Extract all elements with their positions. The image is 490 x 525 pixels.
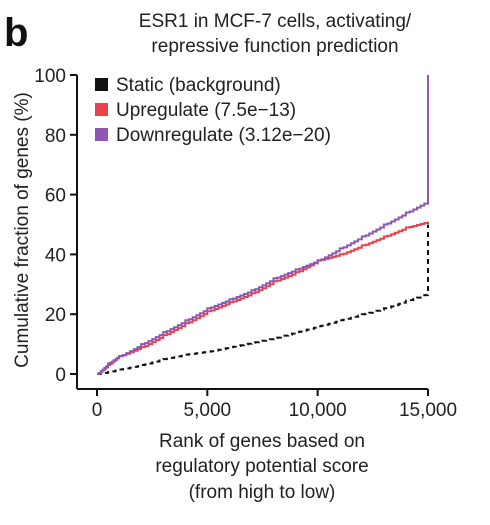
- legend-swatch: [95, 78, 108, 91]
- panel-letter: b: [4, 11, 28, 55]
- chart-title-line-1: ESR1 in MCF-7 cells, activating/: [139, 11, 412, 32]
- series-layer: [97, 75, 429, 375]
- x-tick-label: 0: [92, 400, 103, 421]
- legend-label: Downregulate (3.12e−20): [116, 125, 331, 146]
- x-tick-label: 5,000: [184, 400, 232, 421]
- x-tick-label: 15,000: [399, 400, 457, 421]
- series-line-1: [97, 221, 429, 375]
- y-tick-label: 20: [45, 305, 66, 326]
- legend-label: Static (background): [116, 75, 281, 96]
- y-tick-label: 40: [45, 245, 66, 266]
- x-axis-label-line-2: regulatory potential score: [155, 456, 368, 477]
- legend-swatch: [95, 103, 108, 116]
- series-line-2: [97, 75, 429, 375]
- y-tick-label: 60: [45, 186, 66, 207]
- axes: 0 20 40 60 80 100 0 5,000 10,000 15,000: [34, 66, 457, 421]
- legend-swatch: [95, 128, 108, 141]
- legend: Static (background) Upregulate (7.5e−13) D…: [95, 75, 331, 146]
- legend-label: Upregulate (7.5e−13): [116, 100, 296, 121]
- x-axis-label-line-1: Rank of genes based on: [159, 431, 365, 452]
- y-tick-label: 0: [55, 365, 66, 386]
- y-axis-label: Cumulative fraction of genes (%): [12, 92, 33, 368]
- y-tick-label: 100: [34, 66, 66, 87]
- x-axis-label-line-3: (from high to low): [189, 482, 336, 503]
- y-tick-label: 80: [45, 126, 66, 147]
- chart-title-line-2: repressive function prediction: [151, 36, 398, 57]
- x-tick-label: 10,000: [289, 400, 347, 421]
- series-line-0: [97, 224, 429, 375]
